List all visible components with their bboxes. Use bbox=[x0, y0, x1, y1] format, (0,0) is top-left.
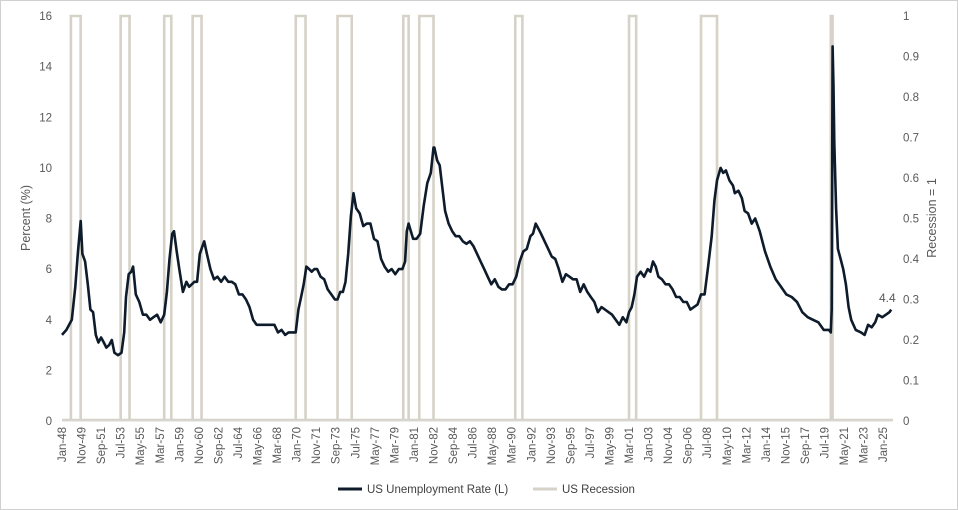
y-tick-label: 8 bbox=[46, 214, 52, 226]
recession-period bbox=[191, 14, 203, 421]
y2-tick-label: 0.1 bbox=[903, 376, 919, 388]
x-tick-label: Jan-48 bbox=[57, 427, 69, 462]
x-tick-label: Mar-90 bbox=[507, 427, 519, 463]
x-tick-label: Jul-64 bbox=[233, 426, 245, 458]
x-tick-label: Jan-70 bbox=[292, 427, 304, 462]
y-tick-label: 10 bbox=[39, 163, 52, 175]
x-tick-label: Jul-75 bbox=[350, 427, 362, 458]
y-tick-label: 16 bbox=[39, 11, 52, 23]
x-tick-label: Nov-82 bbox=[429, 427, 441, 464]
x-tick-label: Jul-53 bbox=[116, 427, 128, 458]
y-tick-label: 2 bbox=[46, 365, 52, 377]
x-tick-label: May-77 bbox=[370, 427, 382, 465]
x-tick-label: Mar-79 bbox=[389, 427, 401, 463]
left-axis-title: Percent (%) bbox=[19, 185, 33, 251]
x-tick-label: Jul-97 bbox=[585, 427, 597, 458]
x-tick-label: May-66 bbox=[253, 427, 265, 465]
recession-period bbox=[69, 14, 82, 421]
y2-tick-label: 1 bbox=[903, 11, 909, 23]
x-tick-label: May-55 bbox=[135, 427, 147, 465]
x-tick-label: Nov-60 bbox=[194, 427, 206, 464]
y2-tick-label: 0.4 bbox=[903, 254, 920, 266]
recession-period bbox=[119, 14, 131, 421]
left-y-axis: 0 2 4 6 8 10 12 14 16 bbox=[39, 11, 52, 428]
y2-tick-label: 0.3 bbox=[903, 295, 919, 307]
x-tick-label: Mar-12 bbox=[741, 427, 753, 463]
legend: US Unemployment Rate (L) US Recession bbox=[338, 484, 635, 496]
y2-tick-label: 0.5 bbox=[903, 214, 919, 226]
x-tick-label: Nov-04 bbox=[663, 426, 675, 464]
x-tick-label: Mar-68 bbox=[272, 427, 284, 463]
x-tick-label: Jan-14 bbox=[761, 426, 773, 462]
x-tick-label: Nov-71 bbox=[311, 427, 323, 464]
x-tick-label: Nov-49 bbox=[77, 427, 89, 464]
x-tick-label: Nov-93 bbox=[546, 427, 558, 464]
y-tick-label: 0 bbox=[46, 416, 52, 428]
x-tick-label: Jan-03 bbox=[644, 427, 656, 462]
legend-label-unemployment: US Unemployment Rate (L) bbox=[367, 484, 508, 496]
unemployment-line bbox=[61, 45, 893, 357]
y-tick-label: 14 bbox=[39, 62, 52, 74]
x-tick-label: Sep-62 bbox=[213, 427, 225, 464]
x-tick-label: Mar-57 bbox=[155, 427, 167, 463]
recession-period bbox=[513, 14, 524, 421]
x-tick-label: Jul-08 bbox=[702, 427, 714, 458]
x-tick-label: Sep-17 bbox=[800, 427, 812, 464]
recession-period bbox=[627, 14, 638, 421]
recession-period bbox=[294, 14, 307, 421]
recession-period bbox=[699, 14, 719, 421]
x-tick-label: Jul-19 bbox=[820, 427, 832, 458]
x-tick-label: Jan-59 bbox=[174, 427, 186, 462]
x-tick-label: Sep-51 bbox=[96, 427, 108, 464]
y2-tick-label: 0.9 bbox=[903, 52, 919, 64]
last-value-label: 4.4 bbox=[879, 291, 896, 305]
y2-tick-label: 0.6 bbox=[903, 173, 919, 185]
x-axis: Jan-48 Nov-49 Sep-51 Jul-53 May-55 Mar-57 Jan-… bbox=[57, 426, 890, 465]
recession-period bbox=[162, 14, 173, 421]
y-tick-label: 12 bbox=[39, 112, 52, 124]
x-tick-label: May-10 bbox=[722, 427, 734, 465]
recession-period bbox=[401, 14, 410, 421]
x-tick-label: May-21 bbox=[839, 427, 851, 465]
y2-tick-label: 0.2 bbox=[903, 335, 919, 347]
recession-series bbox=[62, 14, 893, 422]
x-tick-label: Jan-25 bbox=[878, 427, 890, 462]
y-tick-label: 6 bbox=[46, 264, 52, 276]
recession-period bbox=[417, 14, 435, 421]
x-tick-label: Sep-73 bbox=[331, 427, 343, 464]
y2-tick-label: 0.7 bbox=[903, 133, 919, 145]
x-tick-label: Mar-23 bbox=[859, 427, 871, 463]
legend-label-recession: US Recession bbox=[562, 484, 635, 496]
x-tick-label: Nov-15 bbox=[780, 427, 792, 464]
right-axis-title: Recession = 1 bbox=[925, 178, 939, 258]
plot-area bbox=[61, 14, 893, 422]
x-tick-label: May-99 bbox=[604, 427, 616, 465]
x-tick-label: Jan-81 bbox=[409, 427, 421, 462]
y2-tick-label: 0.8 bbox=[903, 92, 919, 104]
x-tick-label: Mar-01 bbox=[624, 427, 636, 463]
y-tick-label: 4 bbox=[46, 315, 53, 327]
x-tick-label: May-88 bbox=[487, 427, 499, 465]
x-tick-label: Sep-84 bbox=[448, 426, 460, 464]
x-tick-label: Sep-95 bbox=[565, 427, 577, 464]
x-tick-label: Jan-92 bbox=[526, 427, 538, 462]
y2-tick-label: 0 bbox=[903, 416, 909, 428]
right-y-axis: 0 0.1 0.2 0.3 0.4 0.5 0.6 0.7 0.8 0.9 1 bbox=[903, 11, 920, 428]
x-tick-label: Jul-86 bbox=[468, 427, 480, 458]
x-tick-label: Sep-06 bbox=[683, 427, 695, 464]
